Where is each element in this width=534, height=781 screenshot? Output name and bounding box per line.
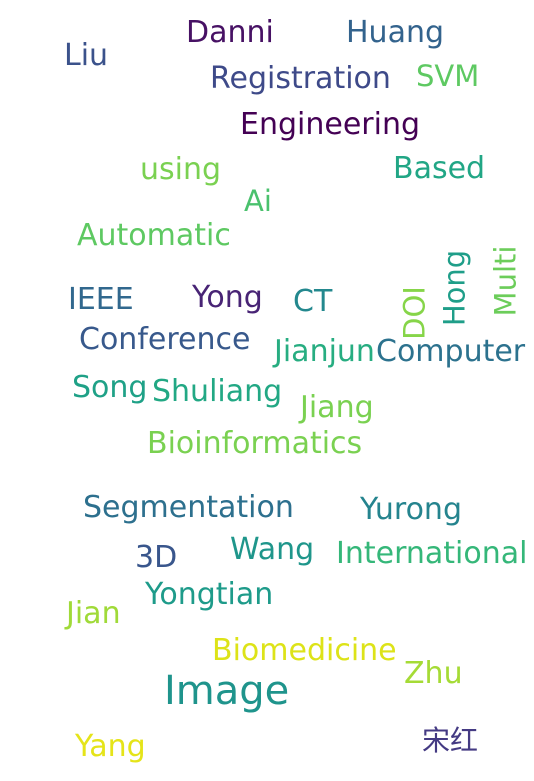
word-25: Yurong <box>360 492 462 527</box>
word-14: DOI <box>397 286 432 340</box>
word-23: Bioinformatics <box>147 426 363 461</box>
word-20: Song <box>72 370 148 405</box>
word-5: SVM <box>416 59 480 93</box>
word-24: Segmentation <box>83 490 294 525</box>
word-28: International <box>336 536 528 571</box>
word-17: Conference <box>79 322 251 357</box>
word-8: Based <box>393 151 486 186</box>
word-21: Shuliang <box>152 374 283 409</box>
word-31: Biomedicine <box>212 633 397 668</box>
word-2: Huang <box>346 15 445 50</box>
word-19: Computer <box>376 334 526 369</box>
word-11: IEEE <box>68 282 134 317</box>
word-35: 宋红 <box>422 724 479 757</box>
word-7: using <box>140 152 222 187</box>
word-18: Jianjun <box>274 334 375 369</box>
word-4: Registration <box>210 61 391 96</box>
word-9: Ai <box>244 184 272 218</box>
word-15: Hong <box>437 249 472 327</box>
word-33: Image <box>164 668 290 714</box>
word-3: Liu <box>64 38 109 73</box>
word-32: Zhu <box>404 656 463 691</box>
word-34: Yang <box>75 729 146 764</box>
word-12: Yong <box>192 280 263 315</box>
word-10: Automatic <box>77 218 231 253</box>
word-1: Danni <box>186 15 274 50</box>
word-16: Multi <box>488 245 523 317</box>
word-30: Yongtian <box>145 577 274 612</box>
word-27: Wang <box>230 532 315 567</box>
word-29: Jian <box>66 596 121 631</box>
word-22: Jiang <box>300 390 374 425</box>
word-6: Engineering <box>240 107 420 142</box>
word-26: 3D <box>135 540 178 575</box>
word-13: CT <box>293 284 333 319</box>
